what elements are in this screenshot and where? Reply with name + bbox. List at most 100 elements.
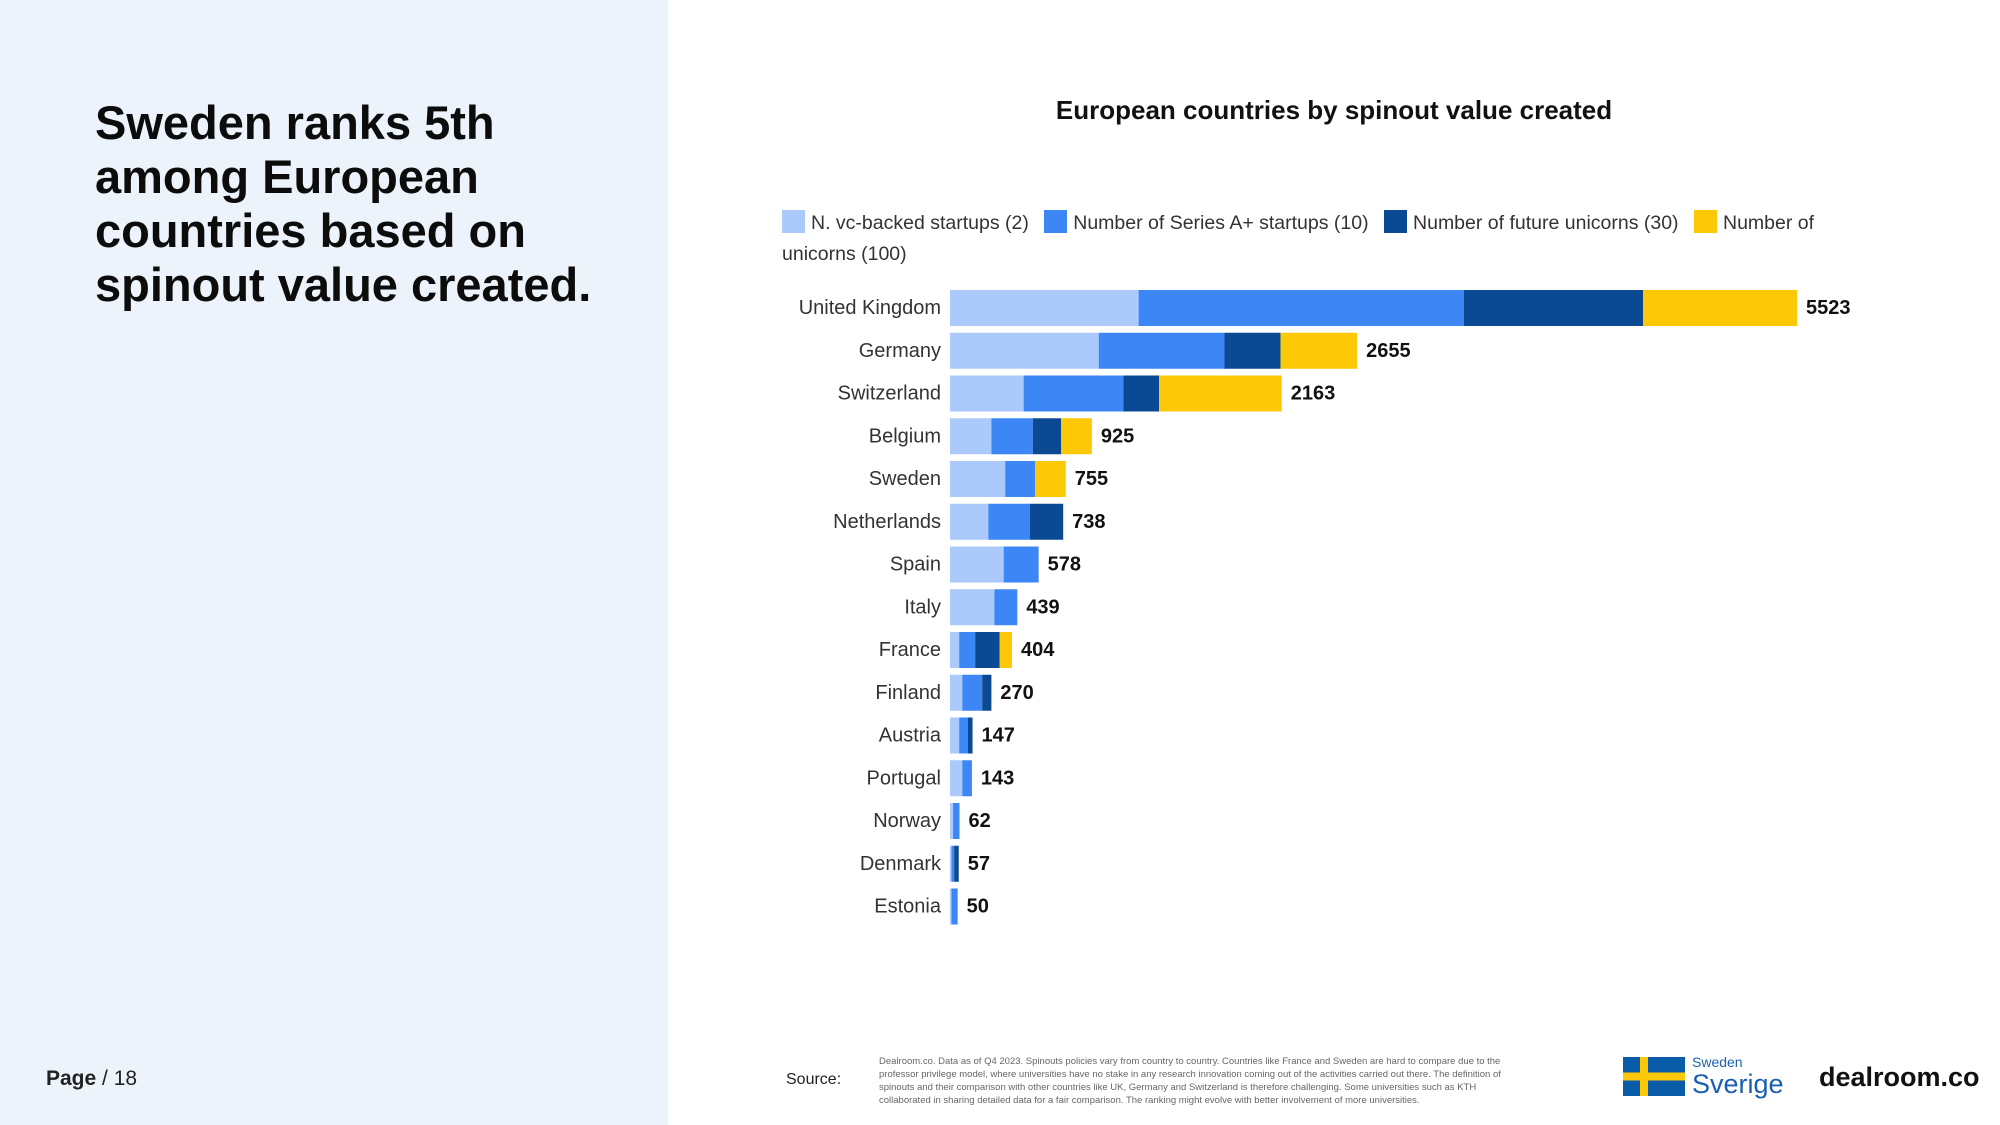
total-label-norway: 62: [969, 810, 991, 832]
total-label-germany: 2655: [1366, 340, 1411, 362]
total-label-spain: 578: [1048, 554, 1081, 576]
source-note: Dealroom.co. Data as of Q4 2023. Spinout…: [879, 1056, 1501, 1106]
legend-swatch: [782, 210, 805, 233]
legend-item-unicorns: Number of unicorns (100): [782, 210, 1815, 265]
bar-portugal-number-of-series-a-startups-10: [962, 760, 972, 797]
legend-swatch: [1044, 210, 1068, 233]
bar-france-n-vc-backed-startups-2: [950, 632, 960, 668]
total-label-italy: 439: [1026, 596, 1059, 618]
bar-germany-number-of-unicorns-100: [1280, 332, 1358, 369]
category-label-netherlands: Netherlands: [833, 511, 941, 533]
category-label-portugal: Portugal: [867, 767, 942, 789]
total-label-france: 404: [1021, 639, 1055, 661]
left-panel: Sweden ranks 5th among European countrie…: [0, 0, 668, 1125]
chart-title: European countries by spinout value crea…: [1055, 95, 1613, 125]
bar-switzerland-number-of-future-unicorns-30: [1123, 375, 1160, 412]
page-number: / 18: [102, 1067, 138, 1090]
bar-italy-number-of-series-a-startups-10: [994, 589, 1018, 626]
bar-germany-number-of-series-a-startups-10: [1098, 332, 1225, 369]
category-label-belgium: Belgium: [869, 425, 941, 447]
bar-france-number-of-future-unicorns-30: [975, 632, 1000, 668]
category-label-estonia: Estonia: [874, 896, 942, 918]
legend-swatch: [1384, 210, 1408, 233]
bar-sweden-n-vc-backed-startups-2: [950, 461, 1006, 497]
bar-switzerland-number-of-series-a-startups-10: [1023, 375, 1124, 412]
bar-united-kingdom-number-of-future-unicorns-30: [1463, 290, 1644, 326]
swedish-flag-icon: [1623, 1057, 1685, 1096]
category-label-spain: Spain: [890, 554, 941, 576]
total-label-sweden: 755: [1075, 468, 1108, 490]
category-label-finland: Finland: [875, 682, 941, 704]
category-label-austria: Austria: [879, 725, 942, 747]
bar-norway-number-of-series-a-startups-10: [953, 803, 960, 839]
bar-austria-n-vc-backed-startups-2: [950, 717, 960, 754]
bar-italy-n-vc-backed-startups-2: [950, 589, 995, 626]
slide-headline: Sweden ranks 5th among European countrie…: [95, 96, 592, 311]
bar-norway-n-vc-backed-startups-2: [950, 803, 954, 839]
legend-label: Number of Series A+ startups (10): [1073, 212, 1369, 234]
total-label-switzerland: 2163: [1291, 383, 1336, 405]
category-label-germany: Germany: [859, 340, 941, 362]
page-label: Page: [46, 1067, 97, 1090]
bar-france-number-of-unicorns-100: [999, 632, 1012, 668]
category-label-denmark: Denmark: [860, 853, 942, 875]
bar-belgium-number-of-future-unicorns-30: [1032, 418, 1062, 455]
bar-denmark-number-of-future-unicorns-30: [954, 845, 959, 882]
sweden-logo-big-text: Sverige: [1692, 1069, 1784, 1099]
bar-united-kingdom-number-of-unicorns-100: [1643, 290, 1797, 326]
category-label-sweden: Sweden: [869, 468, 941, 490]
category-label-norway: Norway: [873, 810, 941, 832]
chart-legend: N. vc-backed startups (2) Number of Seri…: [782, 208, 1862, 270]
dealroom-logo: dealroom.co: [1819, 1062, 1980, 1092]
legend-item-vc-backed: N. vc-backed startups (2): [782, 210, 1029, 234]
category-label-switzerland: Switzerland: [838, 383, 941, 405]
bar-finland-number-of-future-unicorns-30: [982, 674, 992, 711]
bar-austria-number-of-series-a-startups-10: [959, 717, 968, 754]
bar-switzerland-number-of-unicorns-100: [1159, 375, 1282, 412]
bar-finland-n-vc-backed-startups-2: [950, 674, 963, 711]
legend-item-future-unicorns: Number of future unicorns (30): [1384, 210, 1679, 234]
total-label-belgium: 925: [1101, 425, 1134, 447]
bar-estonia-number-of-series-a-startups-10: [951, 888, 958, 925]
bar-netherlands-n-vc-backed-startups-2: [950, 503, 989, 540]
bar-estonia-n-vc-backed-startups-2: [950, 888, 952, 925]
bar-belgium-number-of-series-a-startups-10: [991, 418, 1033, 455]
bar-sweden-number-of-series-a-startups-10: [1005, 461, 1036, 497]
legend-label: N. vc-backed startups (2): [811, 212, 1029, 234]
bar-spain-n-vc-backed-startups-2: [950, 546, 1004, 583]
total-label-austria: 147: [982, 725, 1015, 747]
category-label-france: France: [879, 639, 941, 661]
bar-denmark-number-of-series-a-startups-10: [951, 845, 955, 882]
bar-finland-number-of-series-a-startups-10: [962, 674, 983, 711]
category-label-italy: Italy: [904, 596, 941, 618]
legend-item-series-a: Number of Series A+ startups (10): [1044, 210, 1369, 234]
bar-united-kingdom-number-of-series-a-startups-10: [1138, 290, 1464, 326]
bar-germany-number-of-future-unicorns-30: [1224, 332, 1281, 369]
total-label-estonia: 50: [967, 896, 989, 918]
legend-label: Number of future unicorns (30): [1413, 212, 1679, 234]
category-label-united-kingdom: United Kingdom: [799, 297, 941, 319]
sweden-sverige-logo: Sweden Sverige: [1623, 1053, 1784, 1099]
bar-united-kingdom-n-vc-backed-startups-2: [950, 290, 1139, 326]
legend-label: Number of unicorns (100): [782, 212, 1815, 265]
total-label-denmark: 57: [968, 853, 990, 875]
total-label-portugal: 143: [981, 767, 1014, 789]
bar-portugal-n-vc-backed-startups-2: [950, 760, 963, 797]
sweden-logo-small-text: Sweden: [1692, 1054, 1743, 1070]
bar-netherlands-number-of-future-unicorns-30: [1029, 503, 1064, 540]
bar-switzerland-n-vc-backed-startups-2: [950, 375, 1024, 412]
bar-austria-number-of-future-unicorns-30: [967, 717, 973, 754]
total-label-netherlands: 738: [1072, 511, 1105, 533]
bar-belgium-n-vc-backed-startups-2: [950, 418, 992, 455]
bar-netherlands-number-of-series-a-startups-10: [988, 503, 1030, 540]
bar-sweden-number-of-unicorns-100: [1035, 461, 1066, 497]
bar-denmark-n-vc-backed-startups-2: [950, 845, 952, 882]
bar-belgium-number-of-unicorns-100: [1061, 418, 1092, 455]
total-label-finland: 270: [1000, 682, 1033, 704]
bar-france-number-of-series-a-startups-10: [959, 632, 976, 668]
source-label: Source:: [786, 1071, 842, 1088]
bar-germany-n-vc-backed-startups-2: [950, 332, 1099, 369]
total-label-united-kingdom: 5523: [1806, 297, 1851, 319]
legend-swatch: [1693, 210, 1717, 233]
